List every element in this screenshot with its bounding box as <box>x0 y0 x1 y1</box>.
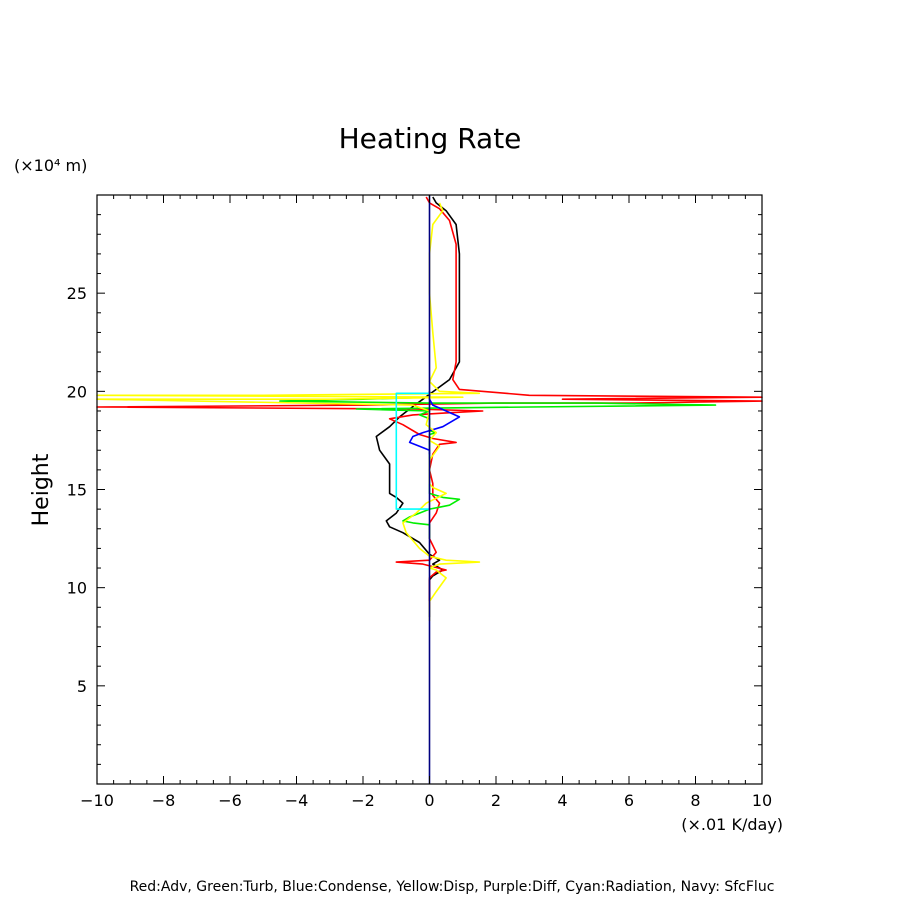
x-tick-label: −2 <box>351 791 375 810</box>
legend-footer: Red:Adv, Green:Turb, Blue:Condense, Yell… <box>130 879 775 895</box>
x-tick-label: 10 <box>752 791 772 810</box>
axes-layer <box>96 194 763 785</box>
y-tick-label: 15 <box>67 481 87 500</box>
tick-labels: −10 −8 −6 −4 −2 0 2 4 6 8 10 5 10 15 20 25 <box>67 284 773 810</box>
y-axis-label: Height <box>29 453 54 526</box>
x-tick-label: 6 <box>624 791 634 810</box>
x-unit-label: (×.01 K/day) <box>681 815 783 834</box>
y-tick-label: 25 <box>67 284 87 303</box>
y-tick-label: 20 <box>67 382 87 401</box>
series-line-1 <box>96 196 763 608</box>
series-line-2 <box>279 391 717 539</box>
x-tick-label: 8 <box>690 791 700 810</box>
x-tick-label: 0 <box>424 791 434 810</box>
x-tick-label: −8 <box>152 791 176 810</box>
x-tick-label: 2 <box>491 791 501 810</box>
series-line-4 <box>96 202 481 621</box>
x-tick-label: −6 <box>218 791 242 810</box>
series-line-5 <box>395 392 430 510</box>
x-tick-label: −10 <box>80 791 114 810</box>
chart-title: Heating Rate <box>339 122 522 155</box>
y-tick-label: 10 <box>67 579 87 598</box>
x-tick-label: 4 <box>557 791 567 810</box>
series-layer <box>96 195 763 784</box>
y-tick-label: 5 <box>77 677 87 696</box>
x-tick-label: −4 <box>285 791 309 810</box>
series-line-3 <box>408 391 461 455</box>
y-unit-label: (×10⁴ m) <box>14 156 87 175</box>
